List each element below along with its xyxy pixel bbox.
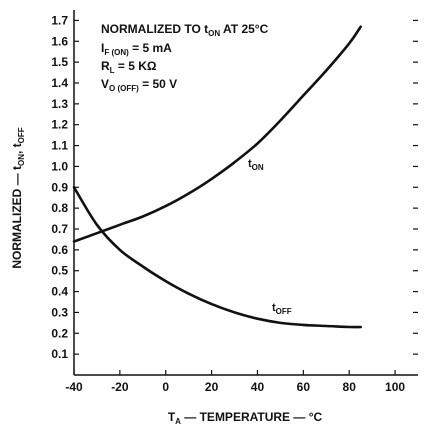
y-tick-label: 0.5 bbox=[51, 264, 68, 278]
x-tick-label: -40 bbox=[65, 380, 83, 394]
tick-marks bbox=[73, 19, 418, 375]
y-axis-title: NORMALIZED — tON, tOFF bbox=[10, 127, 26, 268]
x-tick-labels: -40 -20 0 20 40 60 80 100 bbox=[65, 380, 405, 394]
y-tick-label: 1.4 bbox=[51, 76, 68, 90]
y-tick-label: 1.6 bbox=[51, 34, 68, 48]
x-tick-label: 100 bbox=[385, 380, 405, 394]
y-tick-label: 1.0 bbox=[51, 159, 68, 173]
y-tick-label: 0.6 bbox=[51, 243, 68, 257]
x-tick-label: 80 bbox=[343, 380, 357, 394]
t-off-curve bbox=[72, 186, 362, 329]
annotation-line: NORMALIZED TO tON AT 25°C bbox=[101, 22, 269, 38]
x-tick-label: -20 bbox=[111, 380, 129, 394]
x-tick-label: 60 bbox=[297, 380, 311, 394]
y-tick-label: 0.8 bbox=[51, 201, 68, 215]
y-tick-label: 1.7 bbox=[51, 13, 68, 27]
series-lines bbox=[72, 25, 362, 329]
y-tick-label: 0.1 bbox=[51, 347, 68, 361]
y-tick-label: 1.2 bbox=[51, 118, 68, 132]
annotation-block: NORMALIZED TO tON AT 25°C IF (ON) = 5 mA R… bbox=[101, 22, 269, 93]
y-tick-label: 0.9 bbox=[51, 180, 68, 194]
y-tick-labels: 0.1 0.2 0.3 0.4 0.5 0.6 0.7 0.8 0.9 1.0 1.1 1.2 1.3 1… bbox=[51, 13, 68, 361]
y-tick-label: 1.5 bbox=[51, 55, 68, 69]
x-tick-label: 20 bbox=[205, 380, 219, 394]
t-on-label: tON bbox=[248, 158, 264, 172]
y-tick-label: 0.4 bbox=[51, 285, 68, 299]
x-axis-title: TA — TEMPERATURE — °C bbox=[168, 410, 323, 426]
annotation-line: VO (OFF) = 50 V bbox=[101, 77, 177, 93]
x-tick-label: 0 bbox=[162, 380, 169, 394]
y-tick-label: 0.3 bbox=[51, 305, 68, 319]
y-tick-label: 1.1 bbox=[51, 139, 68, 153]
y-tick-label: 1.3 bbox=[51, 97, 68, 111]
y-tick-label: 0.7 bbox=[51, 222, 68, 236]
annotation-line: RL = 5 KΩ bbox=[101, 59, 157, 75]
t-on-curve bbox=[72, 25, 362, 243]
y-tick-label: 0.2 bbox=[51, 326, 68, 340]
annotation-line: IF (ON) = 5 mA bbox=[101, 41, 172, 57]
t-off-label: tOFF bbox=[272, 302, 292, 316]
series-labels: tON tOFF bbox=[248, 158, 292, 316]
x-tick-label: 40 bbox=[251, 380, 265, 394]
